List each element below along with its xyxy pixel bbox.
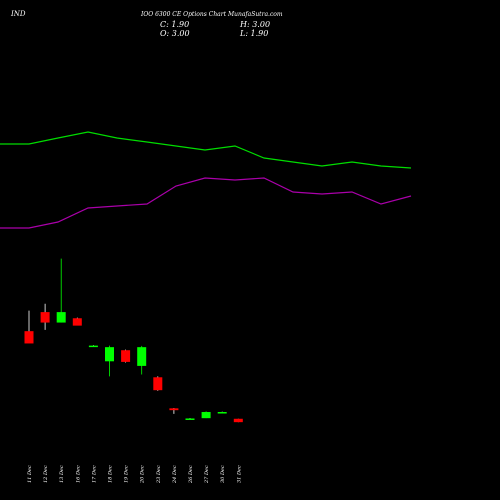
chart-title: IOO 6300 CE Options Chart MunafaSutra.co… <box>140 11 283 18</box>
ma-fast-line <box>0 131 412 169</box>
x-tick-label: 19 Dec <box>124 465 130 483</box>
x-tick-label: 27 Dec <box>204 465 210 484</box>
x-tick-label: 17 Dec <box>91 465 97 483</box>
candle <box>217 411 227 414</box>
x-tick-label: 24 Dec <box>172 465 178 484</box>
candle-body <box>40 312 50 323</box>
moving-average-lines <box>0 131 412 229</box>
ma-slow-line <box>0 177 412 229</box>
candle <box>201 411 211 419</box>
candle <box>121 349 131 363</box>
candle-body <box>56 312 66 323</box>
chart-title-main: IOO 6300 CE Options Chart Munafa <box>140 11 252 18</box>
x-tick-label: 26 Dec <box>188 465 194 484</box>
candle <box>105 345 114 377</box>
candle-body <box>233 418 243 423</box>
candle <box>153 376 163 391</box>
chart-symbol: IND <box>10 10 26 18</box>
candle <box>24 310 34 344</box>
x-tick-label: 31 Dec <box>236 465 242 483</box>
candle <box>72 317 82 326</box>
candle-body <box>88 345 98 348</box>
x-axis-labels: 11 Dec 12 Dec 13 Dec 16 Dec 17 Dec 18 Dec 19 D… <box>27 465 242 484</box>
candle <box>169 408 179 414</box>
candle-body <box>24 331 34 344</box>
candle-body <box>169 408 179 411</box>
candle-body <box>217 412 227 414</box>
candle-body <box>137 347 147 366</box>
candle <box>185 418 195 420</box>
candle <box>233 418 243 423</box>
x-tick-label: 23 Dec <box>156 465 162 484</box>
x-tick-label: 16 Dec <box>75 465 81 483</box>
candle <box>88 345 98 348</box>
candle-body <box>72 318 82 326</box>
x-tick-label: 13 Dec <box>59 465 65 483</box>
candle <box>40 303 50 330</box>
high-value: H: 3.00 <box>239 20 270 29</box>
chart-title-site: Sutra.com <box>251 11 283 18</box>
x-tick-label: 11 Dec <box>27 465 33 483</box>
x-tick-label: 20 Dec <box>140 465 146 484</box>
candle-body <box>121 350 131 362</box>
open-value: O: 3.00 <box>160 29 190 38</box>
candle <box>56 258 66 323</box>
low-value: L: 1.90 <box>239 29 268 38</box>
candle-body <box>201 412 211 419</box>
candle-body <box>105 347 114 362</box>
x-tick-label: 12 Dec <box>43 465 49 483</box>
x-tick-label: 30 Dec <box>220 465 226 483</box>
candle-body <box>185 418 195 420</box>
close-value: C: 1.90 <box>160 20 189 29</box>
candles <box>24 258 243 423</box>
candle <box>137 345 147 375</box>
x-tick-label: 18 Dec <box>108 465 114 483</box>
candle-body <box>153 377 163 391</box>
